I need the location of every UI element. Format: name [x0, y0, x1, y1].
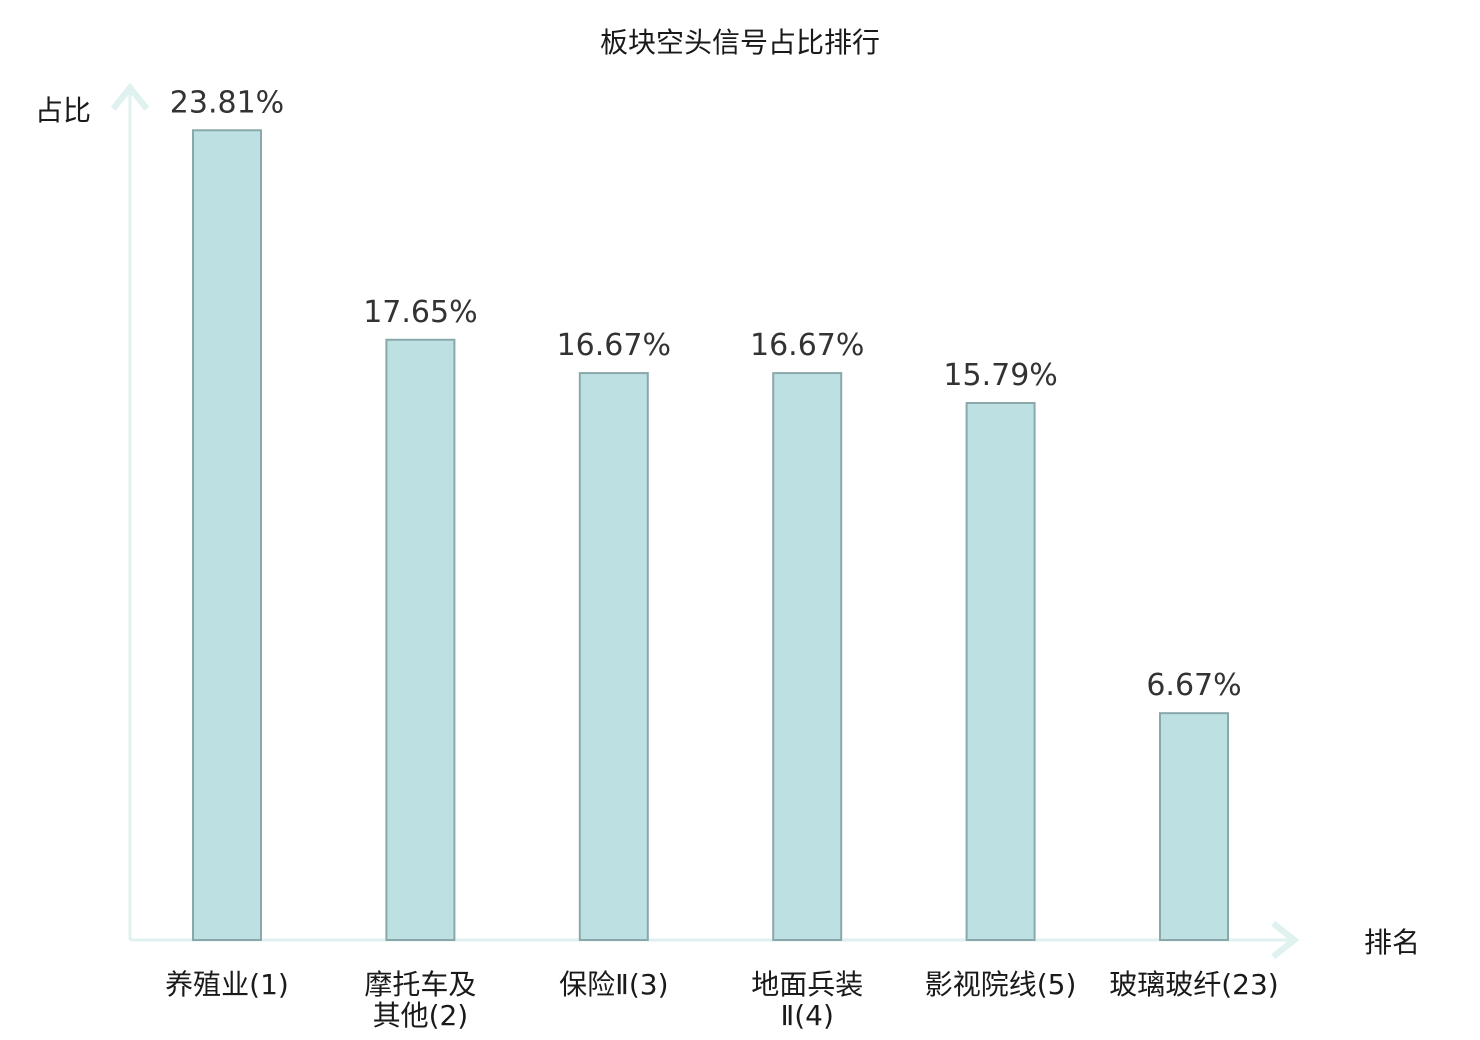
- category-tick-label: Ⅱ(4): [780, 999, 833, 1032]
- bar: [385, 338, 456, 941]
- bar: [578, 372, 649, 941]
- bar: [772, 372, 843, 941]
- x-axis-label: 排名: [1364, 926, 1420, 959]
- bar-value-label: 16.67%: [557, 328, 671, 363]
- bar-value-label: 17.65%: [363, 295, 477, 330]
- bar: [965, 402, 1036, 941]
- bar-value-label: 16.67%: [750, 328, 864, 363]
- category-tick-label: 养殖业(1): [165, 968, 289, 1001]
- bar-value-label: 6.67%: [1146, 668, 1241, 703]
- category-tick-label: 其他(2): [373, 999, 469, 1032]
- bar-value-label: 15.79%: [943, 358, 1057, 393]
- category-tick-label: 玻璃玻纤(23): [1109, 968, 1278, 1001]
- category-tick-label: 地面兵装: [751, 968, 863, 1001]
- bar: [192, 129, 262, 941]
- category-tick-label: 保险Ⅱ(3): [559, 968, 668, 1001]
- chart-title: 板块空头信号占比排行: [600, 26, 880, 59]
- y-axis-label: 占比: [35, 94, 91, 127]
- category-tick-label: 摩托车及: [364, 968, 476, 1001]
- bar-value-label: 23.81%: [170, 85, 284, 120]
- category-tick-label: 影视院线(5): [925, 968, 1077, 1001]
- bar: [1159, 712, 1229, 942]
